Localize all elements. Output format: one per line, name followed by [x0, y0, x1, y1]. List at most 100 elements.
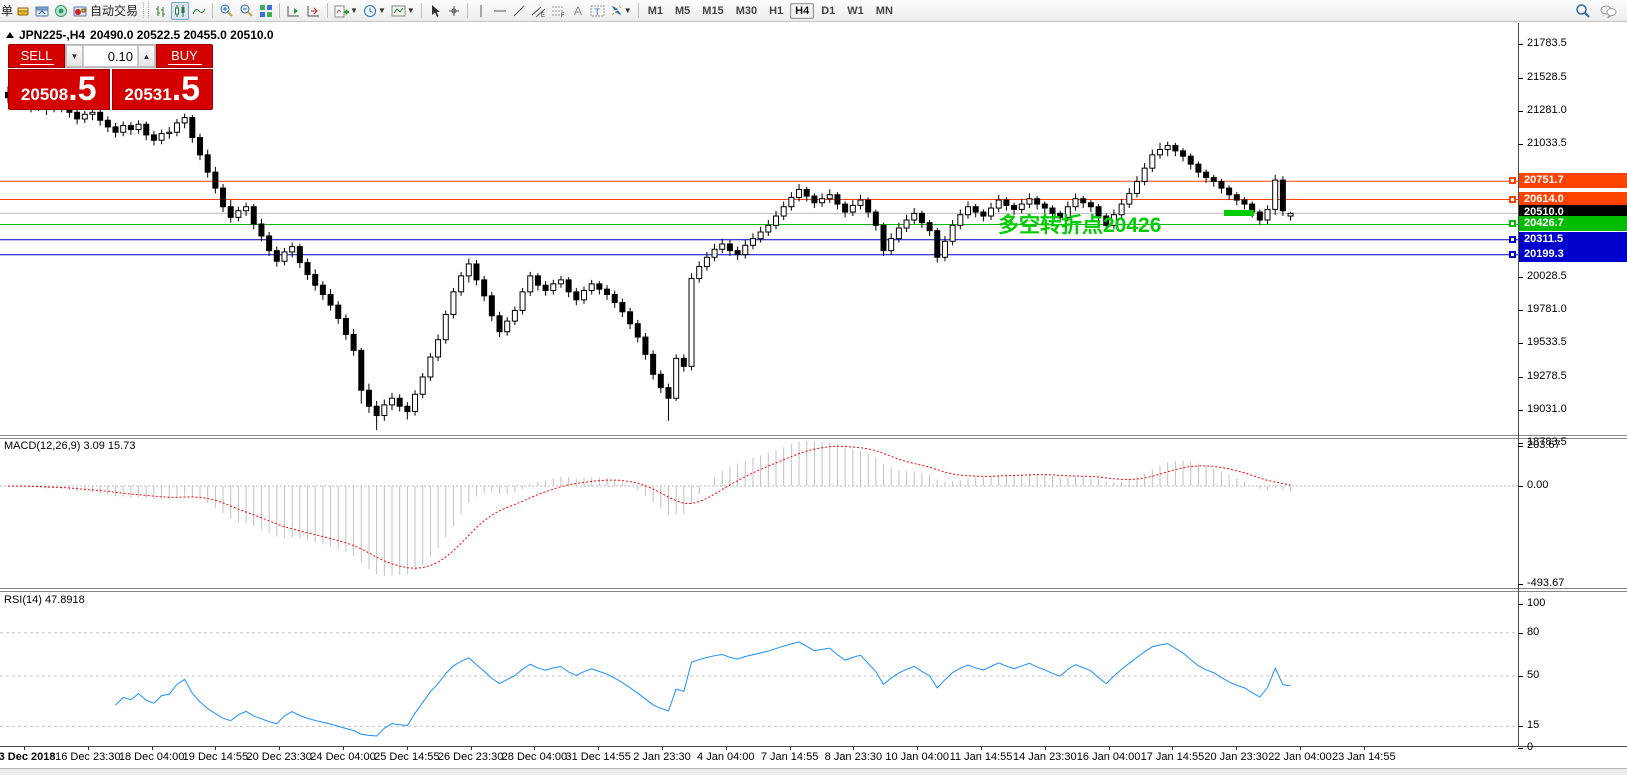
time-axis-tick — [1172, 746, 1174, 750]
trendline-button[interactable] — [510, 2, 528, 20]
time-axis-tick — [1108, 746, 1110, 750]
equidistant-channel-button[interactable]: E — [529, 2, 548, 20]
tile-windows-button[interactable] — [257, 2, 275, 20]
buy-price-display[interactable]: 20531 .5 — [111, 69, 213, 110]
macd-axis-label: 0.00 — [1527, 479, 1549, 491]
chart-shift-button[interactable] — [304, 2, 323, 20]
auto-scroll-button[interactable] — [284, 2, 303, 20]
time-axis-tick — [215, 746, 217, 750]
cursor-button[interactable] — [426, 2, 444, 20]
time-axis-tick — [662, 746, 663, 750]
vertical-line-button[interactable] — [472, 2, 490, 20]
price-axis-tick: 19031.0 — [1527, 403, 1567, 416]
sell-button[interactable]: SELL — [8, 44, 65, 68]
line-chart-type-button[interactable] — [190, 2, 208, 20]
timeframe-button-m1[interactable]: M1 — [647, 4, 663, 17]
fibonacci-button[interactable]: F — [549, 2, 568, 20]
time-axis-label: 20 Dec 23:30 — [246, 751, 312, 763]
price-axis-line — [1518, 23, 1519, 746]
price-line-anchor[interactable] — [1509, 250, 1516, 258]
price-line-anchor[interactable] — [1509, 177, 1516, 185]
zoom-in-button[interactable] — [217, 2, 236, 20]
price-axis-tick: 19278.5 — [1527, 370, 1567, 383]
text-label-button[interactable]: T — [588, 2, 607, 20]
time-axis-tick — [406, 746, 408, 750]
timeframe-button-d1[interactable]: D1 — [821, 4, 836, 17]
autotrading-button[interactable]: 自动交易 — [71, 2, 140, 20]
time-axis-label: 13 Dec 2018 — [0, 751, 56, 763]
text-button[interactable]: A — [569, 2, 587, 20]
buy-button[interactable]: BUY — [156, 44, 213, 68]
price-tag: 20751.7 — [1519, 173, 1627, 189]
timeframe-button-m30[interactable]: M30 — [735, 4, 758, 17]
time-axis-tick — [853, 746, 855, 750]
price-axis-tick: 18783.5 — [1527, 436, 1567, 448]
macd-axis-label: 203.67 — [1527, 438, 1561, 451]
rsi-axis-dash — [1518, 676, 1523, 677]
signals-icon[interactable] — [52, 2, 70, 20]
rsi-axis-dash — [1518, 632, 1523, 634]
timeframe-button-h4[interactable]: H4 — [790, 2, 815, 19]
time-axis-tick — [534, 746, 536, 750]
rsi-pane-separator[interactable] — [0, 588, 1627, 592]
periods-button[interactable]: ▼ — [361, 2, 388, 20]
timeframe-button-m5[interactable]: M5 — [675, 4, 691, 17]
volume-increase-button[interactable]: ▲ — [138, 45, 155, 67]
timeframe-button-w1[interactable]: W1 — [847, 4, 864, 17]
timeframe-button-m15[interactable]: M15 — [702, 4, 724, 17]
time-axis-label: 18 Dec 04:00 — [118, 751, 185, 763]
macd-label: MACD(12,26,9) 3.09 15.73 — [4, 440, 136, 452]
time-axis-label: 28 Dec 04:00 — [501, 751, 568, 763]
time-axis-tick — [917, 746, 919, 750]
macd-pane-separator[interactable] — [0, 435, 1627, 439]
chart-annotation-text[interactable]: 多空转折点20426 — [998, 214, 1162, 237]
time-axis-tick — [598, 746, 600, 750]
templates-button[interactable]: ▼ — [389, 2, 417, 20]
time-axis-label: 24 Dec 04:00 — [310, 751, 376, 763]
price-axis-tick: 20028.5 — [1527, 270, 1567, 283]
zoom-out-button[interactable] — [237, 2, 256, 20]
price-axis-dash — [1518, 44, 1523, 45]
collapse-icon[interactable] — [6, 32, 14, 38]
price-axis-tick: 19533.5 — [1527, 336, 1567, 349]
sell-price-display[interactable]: 20508 .5 — [8, 69, 110, 110]
time-axis-tick — [470, 746, 472, 750]
sell-price-frac: .5 — [68, 70, 97, 108]
timeframe-button-h1[interactable]: H1 — [769, 4, 784, 17]
horizontal-line-button[interactable] — [491, 2, 509, 20]
candlestick-chart-type-button[interactable] — [171, 1, 190, 20]
price-axis-dash — [1518, 443, 1523, 444]
time-axis-tick — [279, 746, 281, 750]
metaeditor-icon[interactable] — [33, 2, 51, 20]
indicators-button[interactable]: ▼ — [332, 2, 360, 20]
crosshair-button[interactable] — [445, 2, 463, 20]
new-order-button-partial[interactable]: 单 — [1, 4, 14, 18]
timeframe-button-mn[interactable]: MN — [875, 4, 893, 17]
price-axis-tick: 21783.5 — [1527, 37, 1567, 49]
rsi-axis-label: 50 — [1527, 669, 1540, 681]
price-axis-tick: 21281.0 — [1527, 103, 1567, 116]
arrows-button[interactable]: ▼ — [608, 2, 634, 20]
search-icon[interactable] — [1573, 2, 1592, 20]
symbol-header: JPN225-,H4 20490.0 20522.5 20455.0 20510… — [6, 28, 274, 42]
buy-price-frac: .5 — [171, 70, 201, 108]
chat-icon[interactable] — [1598, 2, 1619, 20]
buy-button-label: BUY — [171, 47, 198, 63]
volume-input[interactable]: 0.10 — [83, 45, 138, 67]
sell-price-int: 20508 — [20, 85, 69, 104]
symbol-label: JPN225-,H4 — [19, 28, 86, 42]
new-order-icon[interactable] — [14, 2, 32, 20]
bottom-scroll-strip[interactable] — [0, 768, 1627, 775]
price-line-anchor[interactable] — [1509, 220, 1516, 228]
price-axis-tick: 19781.0 — [1527, 303, 1567, 316]
bar-chart-type-button[interactable] — [152, 2, 170, 20]
time-axis-line — [0, 746, 1627, 747]
volume-decrease-button[interactable]: ▼ — [66, 45, 83, 67]
time-axis-label: 26 Dec 23:30 — [437, 751, 504, 763]
green-trend-segment[interactable] — [1224, 210, 1254, 216]
price-line-anchor[interactable] — [1509, 235, 1516, 243]
rsi-axis-label: 100 — [1527, 597, 1546, 609]
price-line-anchor[interactable] — [1509, 195, 1516, 203]
price-tag: 20614.0 — [1519, 191, 1627, 207]
